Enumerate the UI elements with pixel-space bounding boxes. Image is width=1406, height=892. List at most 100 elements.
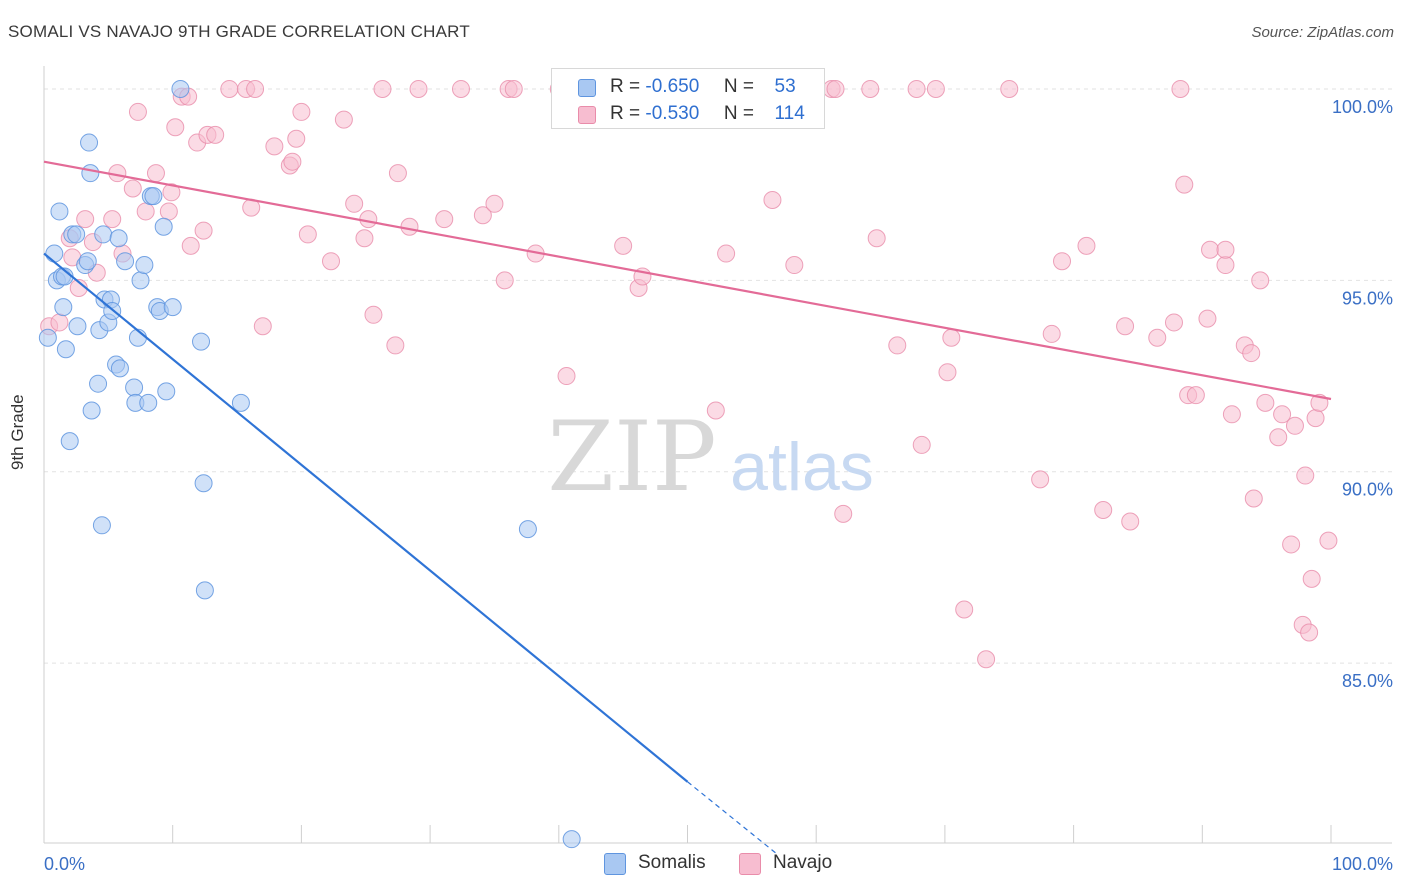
somalis-point[interactable] (54, 298, 73, 317)
navajo-point[interactable] (826, 79, 845, 98)
somalis-point[interactable] (131, 271, 150, 290)
navajo-point[interactable] (1148, 328, 1167, 347)
navajo-point[interactable] (1273, 405, 1292, 424)
navajo-point[interactable] (283, 152, 302, 171)
navajo-point[interactable] (334, 110, 353, 129)
navajo-point[interactable] (206, 125, 225, 144)
navajo-point[interactable] (136, 202, 155, 221)
navajo-point[interactable] (785, 256, 804, 275)
navajo-point[interactable] (1186, 386, 1205, 405)
navajo-point[interactable] (146, 164, 165, 183)
navajo-point[interactable] (888, 336, 907, 355)
somalis-point[interactable] (231, 393, 250, 412)
somalis-point[interactable] (92, 516, 111, 535)
navajo-point[interactable] (1222, 405, 1241, 424)
navajo-point[interactable] (364, 305, 383, 324)
navajo-point[interactable] (128, 102, 147, 121)
somalis-point[interactable] (139, 393, 158, 412)
navajo-point[interactable] (435, 210, 454, 229)
somalis-point[interactable] (67, 225, 86, 244)
navajo-point[interactable] (867, 229, 886, 248)
somalis-point[interactable] (78, 252, 97, 271)
navajo-point[interactable] (1175, 175, 1194, 194)
navajo-point[interactable] (1077, 236, 1096, 255)
navajo-point[interactable] (557, 367, 576, 386)
navajo-point[interactable] (955, 600, 974, 619)
navajo-point[interactable] (861, 79, 880, 98)
navajo-point[interactable] (322, 252, 341, 271)
navajo-point[interactable] (1042, 324, 1061, 343)
navajo-point[interactable] (1244, 489, 1263, 508)
navajo-point[interactable] (1302, 569, 1321, 588)
somalis-point[interactable] (56, 340, 75, 359)
navajo-point[interactable] (938, 363, 957, 382)
navajo-point[interactable] (386, 336, 405, 355)
navajo-point[interactable] (926, 79, 945, 98)
navajo-point[interactable] (1053, 252, 1072, 271)
somalis-point[interactable] (135, 256, 154, 275)
somalis-point[interactable] (171, 79, 190, 98)
navajo-point[interactable] (166, 118, 185, 137)
somalis-point[interactable] (562, 830, 581, 849)
somalis-point[interactable] (125, 378, 144, 397)
navajo-point[interactable] (1256, 393, 1275, 412)
navajo-point[interactable] (1251, 271, 1270, 290)
navajo-point[interactable] (50, 313, 69, 332)
navajo-point[interactable] (1319, 531, 1338, 550)
navajo-point[interactable] (1094, 501, 1113, 519)
somalis-point[interactable] (50, 202, 69, 221)
navajo-point[interactable] (1201, 240, 1220, 259)
somalis-point[interactable] (144, 187, 163, 206)
somalis-point[interactable] (80, 133, 99, 152)
navajo-point[interactable] (1171, 79, 1190, 98)
navajo-point[interactable] (1164, 313, 1183, 332)
somalis-point[interactable] (38, 328, 57, 347)
navajo-point[interactable] (473, 206, 492, 225)
navajo-point[interactable] (1121, 512, 1140, 531)
navajo-point[interactable] (409, 79, 428, 98)
navajo-point[interactable] (977, 650, 996, 669)
navajo-point[interactable] (706, 401, 725, 420)
somalis-point[interactable] (110, 359, 129, 378)
navajo-point[interactable] (1216, 240, 1235, 259)
navajo-point[interactable] (763, 190, 782, 209)
somalis-point[interactable] (60, 432, 79, 451)
somalis-point[interactable] (89, 374, 108, 393)
navajo-point[interactable] (123, 179, 142, 198)
somalis-point[interactable] (157, 382, 176, 401)
navajo-point[interactable] (907, 79, 926, 98)
navajo-point[interactable] (717, 244, 736, 263)
somalis-point[interactable] (192, 332, 211, 351)
navajo-point[interactable] (292, 102, 311, 121)
navajo-point[interactable] (265, 137, 284, 156)
navajo-point[interactable] (400, 217, 419, 236)
navajo-point[interactable] (834, 504, 853, 523)
navajo-point[interactable] (1300, 623, 1319, 642)
navajo-point[interactable] (220, 79, 239, 98)
navajo-point[interactable] (355, 229, 374, 248)
navajo-point[interactable] (1000, 79, 1019, 98)
navajo-point[interactable] (1198, 309, 1217, 328)
navajo-point[interactable] (1285, 416, 1304, 435)
somalis-point[interactable] (45, 244, 64, 263)
navajo-point[interactable] (388, 164, 407, 183)
navajo-point[interactable] (345, 194, 364, 213)
navajo-point[interactable] (298, 225, 317, 244)
somalis-point[interactable] (163, 298, 182, 317)
somalis-point[interactable] (154, 217, 173, 236)
navajo-point[interactable] (1242, 344, 1261, 363)
navajo-point[interactable] (359, 210, 378, 229)
somalis-point[interactable] (81, 164, 100, 183)
somalis-point[interactable] (195, 581, 214, 600)
navajo-point[interactable] (103, 210, 122, 229)
somalis-point[interactable] (518, 520, 537, 539)
navajo-point[interactable] (1031, 470, 1050, 489)
navajo-point[interactable] (614, 236, 633, 255)
navajo-point[interactable] (1282, 535, 1301, 554)
navajo-point[interactable] (162, 183, 181, 202)
navajo-point[interactable] (1269, 428, 1288, 447)
somalis-point[interactable] (109, 229, 128, 248)
navajo-point[interactable] (253, 317, 272, 336)
navajo-point[interactable] (1116, 317, 1135, 336)
navajo-point[interactable] (287, 129, 306, 148)
